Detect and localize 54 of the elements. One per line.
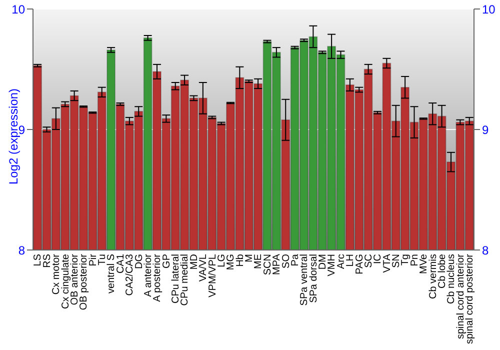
x-tick-label: VPM/VPL [207,254,218,298]
x-tick-label: SPa dorsal [308,254,320,303]
x-tick-label: CA2/CA3 [124,254,136,296]
x-tick-label: LH [345,254,356,267]
x-tick-label: Pir [88,253,99,266]
x-tick-label: IC [372,254,384,264]
x-tick-label: LS [32,254,44,266]
x-tick-label: spinal cord posterior [464,253,476,344]
x-tick-label: CA1 [115,254,126,274]
x-tick-label: OB anterior [69,253,80,306]
x-tick-label: Cx cingulate [60,254,72,310]
x-tick-label: MPA [272,254,283,275]
x-tick-label: Pa [290,254,301,266]
y-tick-label: 9 [18,122,26,137]
x-tick-label: A anterior [142,253,154,297]
x-tick-label: Cx motor [51,253,62,295]
x-tick-label: GP [161,254,172,268]
x-tick-label: DG [134,254,145,269]
x-tick-label: M [244,254,256,262]
x-tick-label: Cb lobe [436,254,448,288]
x-tick-label: SN [391,254,402,268]
x-tick-label: SCN [262,254,274,276]
x-tick-label: ventral S [106,254,118,294]
x-tick-label: VTA [382,254,393,273]
x-tick-label: PAG [354,254,366,274]
x-tick-label: SO [280,254,292,268]
x-tick-label: MG [226,254,237,270]
x-tick-label: Tg [400,254,412,266]
x-tick-label: Cb vermis [428,254,439,300]
x-tick-label: CPu medial [180,254,191,306]
x-tick-label: Arc [336,254,347,269]
y2-tick-label: 9 [482,122,489,137]
x-tick-label: spinal cord anterior [455,253,466,340]
y-axis-title: Log2 (expression) [6,88,20,184]
x-tick-label: SC [363,254,374,268]
x-tick-label: A posterior [152,253,164,302]
x-tick-label: VA/VL [198,254,210,282]
y2-tick-label: 8 [482,243,489,258]
x-tick-label: LG [216,254,228,268]
x-tick-label: VMH [326,254,338,276]
x-tick-label: DM [318,254,329,270]
x-tick-label: Cb nucleus [446,254,458,304]
x-tick-label: Tu [97,254,108,266]
x-tick-label: ME [253,254,264,269]
x-tick-label: MVe [418,254,430,274]
x-tick-label: Hb [234,254,246,267]
x-tick-label: SPa ventral [299,254,310,306]
y-tick-label: 10 [12,2,26,16]
y-tick-label: 8 [18,243,26,258]
x-tick-label: MD [188,254,200,270]
y2-tick-label: 10 [482,2,496,16]
x-tick-label: Pn [409,254,420,266]
x-tick-label: RS [42,254,53,268]
x-tick-label: OB posterior [78,253,90,310]
